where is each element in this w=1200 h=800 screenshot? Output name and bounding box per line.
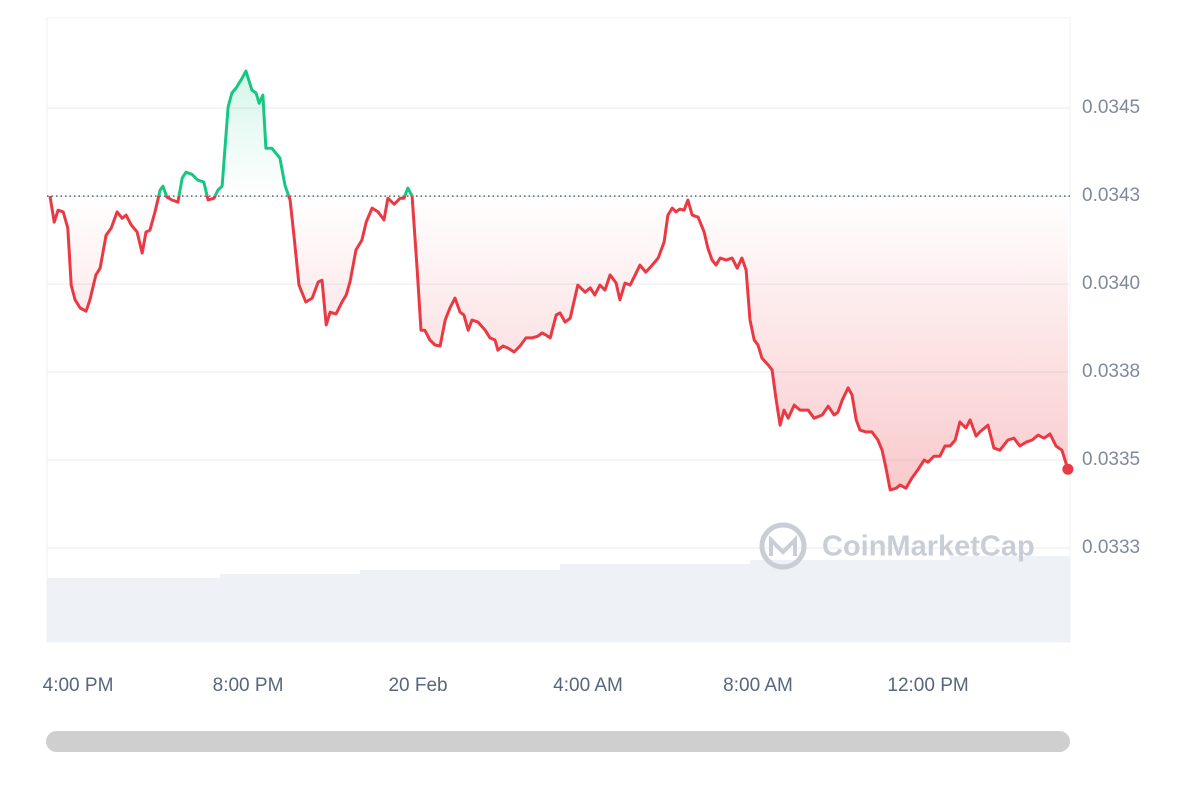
y-tick-label: 0.0343 <box>1082 185 1140 206</box>
x-tick-label: 8:00 AM <box>723 675 793 696</box>
y-tick-label: 0.0333 <box>1082 537 1140 558</box>
y-tick-label: 0.0345 <box>1082 97 1140 118</box>
price-line <box>48 69 1070 492</box>
watermark: CoinMarketCap <box>759 522 1035 570</box>
x-tick-label: 8:00 PM <box>213 675 284 696</box>
y-tick-label: 0.0338 <box>1082 361 1140 382</box>
x-tick-label: 20 Feb <box>388 675 447 696</box>
y-tick-label: 0.0340 <box>1082 273 1140 294</box>
watermark-text: CoinMarketCap <box>822 531 1035 563</box>
volume <box>47 556 1070 642</box>
area-fill <box>50 71 1068 490</box>
x-tick-label: 4:00 AM <box>553 675 623 696</box>
plot <box>47 69 1074 492</box>
x-tick-label: 4:00 PM <box>43 675 114 696</box>
x-tick-label: 12:00 PM <box>887 675 968 696</box>
y-tick-label: 0.0335 <box>1082 449 1140 470</box>
last-point <box>1062 463 1074 475</box>
scrollbar[interactable] <box>46 731 1070 752</box>
